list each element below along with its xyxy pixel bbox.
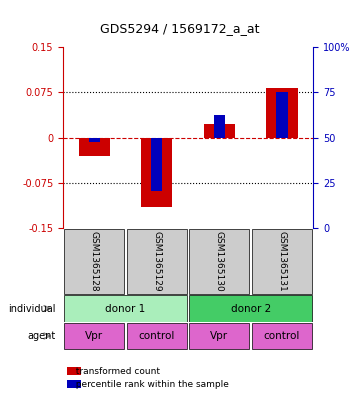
Bar [276,92,288,138]
Text: Vpr: Vpr [210,331,229,341]
Text: control: control [264,331,300,341]
FancyBboxPatch shape [127,229,187,294]
Text: agent: agent [28,331,56,341]
Bar [204,124,235,138]
FancyBboxPatch shape [127,323,187,349]
FancyBboxPatch shape [64,323,124,349]
FancyBboxPatch shape [189,323,249,349]
Text: percentile rank within the sample: percentile rank within the sample [70,380,229,389]
Text: Vpr: Vpr [85,331,103,341]
FancyBboxPatch shape [189,229,249,294]
Text: GSM1365129: GSM1365129 [152,231,161,292]
FancyBboxPatch shape [189,295,312,322]
FancyBboxPatch shape [252,323,312,349]
Bar [78,138,110,156]
FancyBboxPatch shape [64,229,124,294]
FancyBboxPatch shape [252,229,312,294]
Text: GSM1365131: GSM1365131 [278,231,287,292]
FancyBboxPatch shape [64,295,187,322]
Text: GDS5294 / 1569172_a_at: GDS5294 / 1569172_a_at [100,22,260,35]
Bar [141,138,172,207]
Text: control: control [139,331,175,341]
Bar [89,138,100,142]
Text: individual: individual [8,303,56,314]
Bar [151,138,162,191]
Text: transformed count: transformed count [70,367,160,376]
Bar [266,88,298,138]
Text: donor 1: donor 1 [105,303,146,314]
Bar [214,115,225,138]
Text: GSM1365128: GSM1365128 [90,231,99,292]
Text: donor 2: donor 2 [230,303,271,314]
Text: GSM1365130: GSM1365130 [215,231,224,292]
